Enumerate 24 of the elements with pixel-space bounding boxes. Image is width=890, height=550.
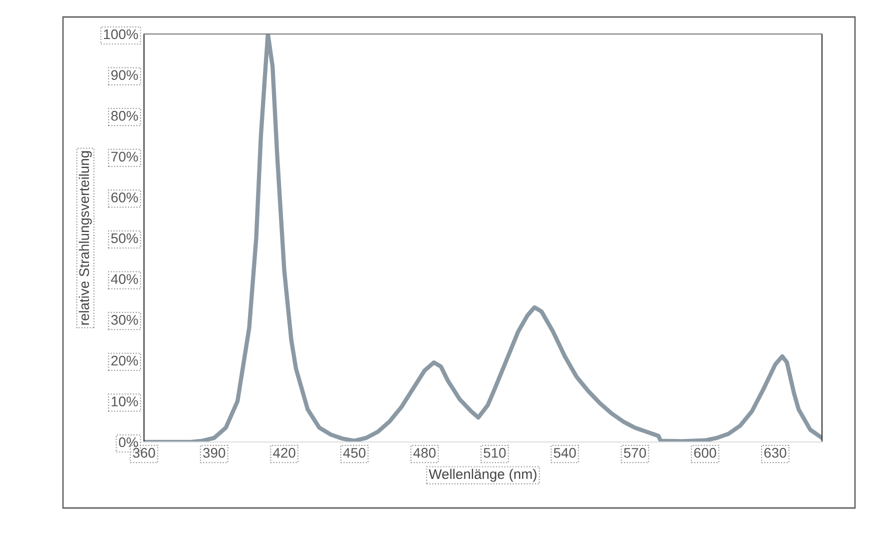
x-tick-label: 480 [413,448,436,458]
y-tick-label: 50% [111,233,138,244]
y-tick-label: 60% [111,192,138,202]
line-series [144,34,822,442]
y-tick-label: 90% [111,70,138,80]
x-tick-label: 360 [132,448,156,458]
x-tick-label: 540 [554,448,576,458]
y-tick-label: 70% [111,152,138,162]
y-tick-label: 10% [112,396,138,406]
x-tick-label: 570 [624,448,646,458]
y-tick-label: 100% [104,29,138,40]
x-tick-label: 450 [343,448,366,458]
x-axis-title: Wellenlänge (nm) [428,468,536,482]
x-tick-label: 630 [764,448,786,458]
y-tick-label: 40% [110,274,138,284]
y-axis-title: relative Strahlungsverteilung [78,151,92,325]
y-tick-label: 80% [111,110,138,121]
y-tick-label: 30% [111,314,138,325]
x-tick-label: 510 [484,448,506,458]
x-tick-label: 420 [273,448,296,458]
y-tick-label: 0% [118,437,138,448]
x-tick-label: 390 [203,448,226,458]
y-tick-label: 20% [111,356,138,366]
x-tick-label: 600 [694,448,716,458]
